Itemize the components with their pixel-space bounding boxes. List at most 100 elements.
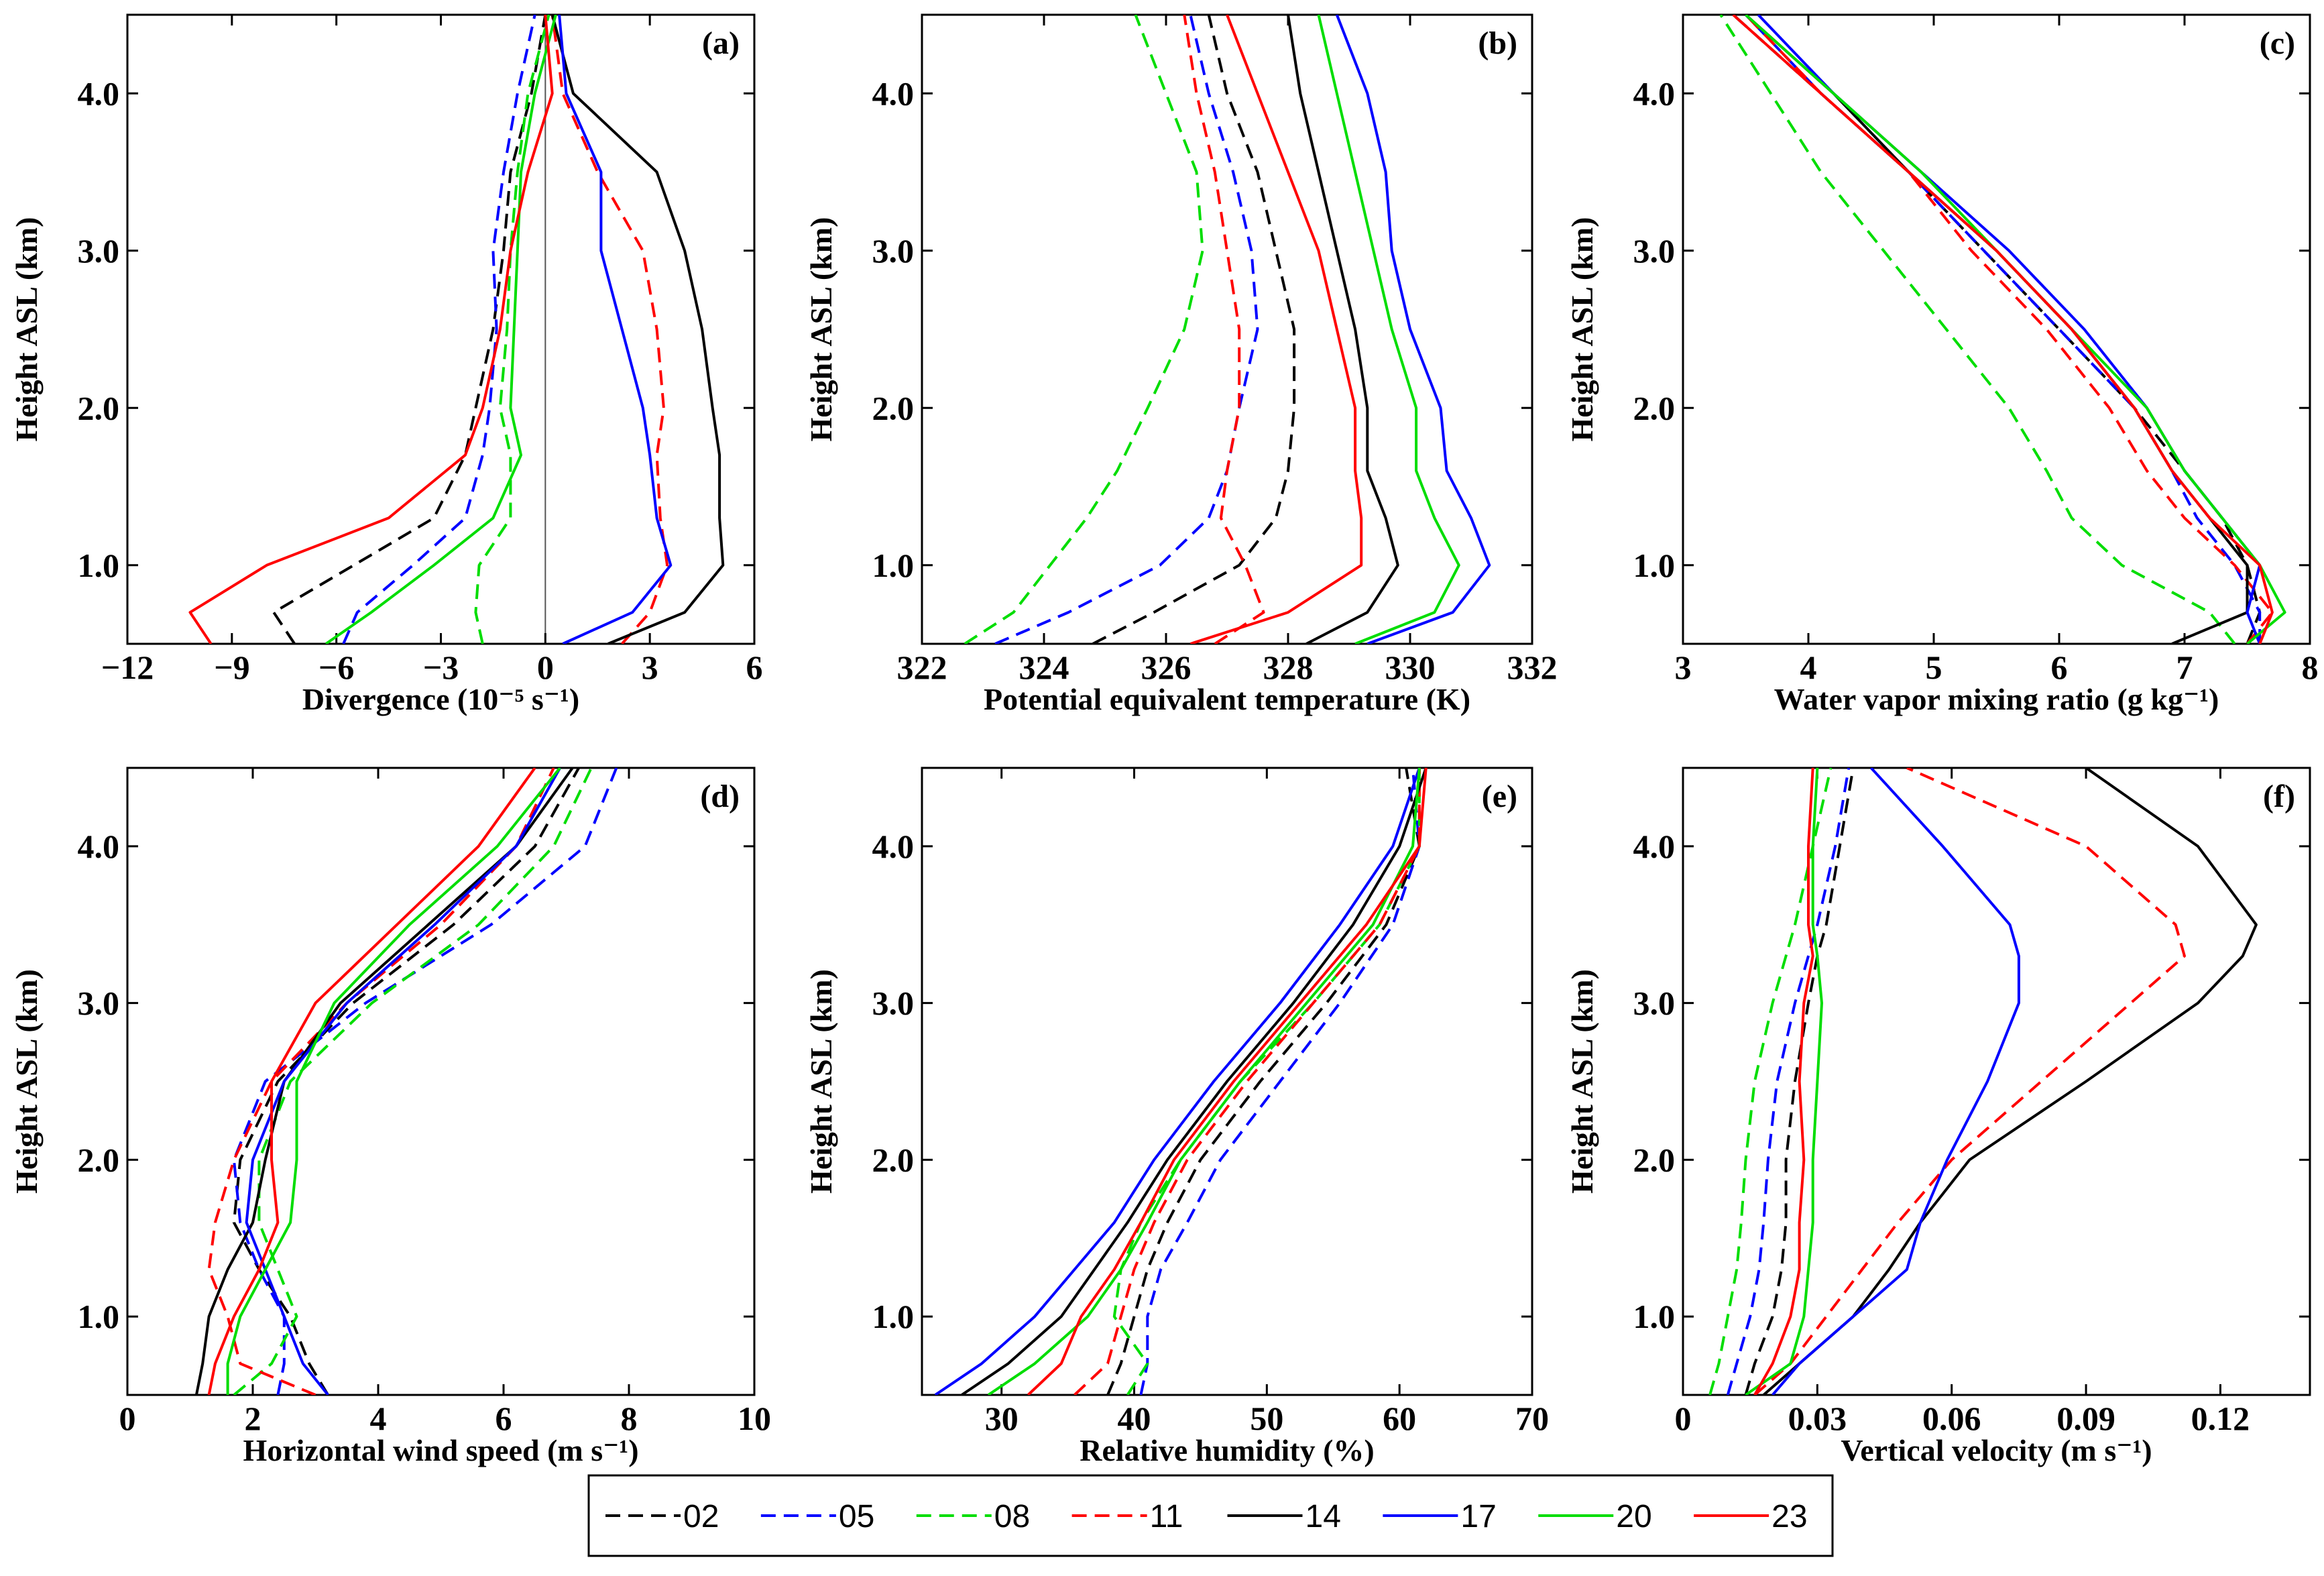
legend-label-23: 23 — [1771, 1499, 1807, 1534]
x-tick-label: 8 — [621, 1400, 638, 1437]
series-line-08 — [964, 15, 1204, 644]
panel-a: −12 −9 −6 −3 0 3 6 1.0 2.0 3.0 4.0 Divergence (10⁻⁵… — [9, 13, 763, 716]
legend-label-08: 08 — [994, 1499, 1030, 1534]
series-line-11 — [207, 768, 555, 1395]
x-axis-title: Relative humidity (%) — [1080, 1433, 1375, 1467]
series-line-08 — [1719, 15, 2236, 644]
x-tick-label: −3 — [423, 649, 459, 686]
series-line-02 — [1744, 768, 1855, 1395]
y-tick-label: 1.0 — [872, 1298, 915, 1335]
legend-label-14: 14 — [1305, 1499, 1341, 1534]
y-tick-label: 3.0 — [872, 232, 915, 270]
series-line-14 — [961, 768, 1428, 1395]
series-line-05 — [994, 15, 1259, 644]
y-tick-label: 3.0 — [1633, 984, 1676, 1022]
x-tick-label: 0.12 — [2191, 1400, 2250, 1437]
x-tick-label: 30 — [985, 1400, 1019, 1437]
panel-label: (a) — [702, 25, 740, 61]
y-tick-label: 4.0 — [1633, 828, 1676, 865]
x-tick-label: 326 — [1141, 649, 1192, 686]
x-tick-label: 0 — [537, 649, 554, 686]
series-line-02 — [1732, 15, 2262, 644]
x-tick-label: 4 — [370, 1400, 387, 1437]
series-line-05 — [1726, 768, 1851, 1395]
series-line-14 — [1287, 15, 1399, 644]
y-tick-label: 3.0 — [872, 984, 915, 1022]
series-line-17 — [934, 768, 1421, 1395]
x-tick-label: 8 — [2302, 649, 2319, 686]
plot-frame — [126, 767, 756, 1396]
x-tick-label: 2 — [245, 1400, 262, 1437]
x-tick-label: 0 — [119, 1400, 136, 1437]
series-line-05 — [1139, 768, 1421, 1395]
y-axis-title: Height ASL (km) — [9, 217, 44, 442]
y-tick-label: 4.0 — [78, 828, 120, 865]
y-tick-label: 1.0 — [872, 547, 915, 584]
x-tick-label: 0.09 — [2056, 1400, 2115, 1437]
x-tick-label: −9 — [214, 649, 250, 686]
series-line-11 — [1745, 15, 2274, 644]
y-tick-label: 2.0 — [78, 389, 120, 427]
y-tick-label: 3.0 — [78, 984, 120, 1022]
y-tick-label: 2.0 — [78, 1141, 120, 1178]
series-line-08 — [233, 768, 593, 1395]
series-line-20 — [1745, 15, 2286, 644]
plot-frame — [126, 13, 756, 645]
series-line-02 — [232, 768, 580, 1395]
y-tick-label: 3.0 — [1633, 232, 1676, 270]
x-tick-label: 0.03 — [1788, 1400, 1847, 1437]
series-line-23 — [1753, 768, 1814, 1395]
series-line-23 — [1027, 768, 1428, 1395]
y-tick-label: 4.0 — [1633, 74, 1676, 112]
series-line-17 — [245, 768, 561, 1395]
panel-b: 322 324 326 328 330 332 1.0 2.0 3.0 4.0 Potential … — [804, 13, 1558, 716]
series-line-20 — [1745, 768, 1823, 1395]
series-line-11 — [1073, 768, 1421, 1395]
legend-label-11: 11 — [1150, 1499, 1183, 1534]
series-line-17 — [1335, 15, 1491, 644]
y-axis-title: Height ASL (km) — [1565, 217, 1599, 442]
x-tick-label: 324 — [1019, 649, 1069, 686]
x-axis-title: Water vapor mixing ratio (g kg⁻¹) — [1774, 682, 2219, 716]
series-line-23 — [207, 768, 536, 1395]
x-tick-label: 330 — [1385, 649, 1436, 686]
x-tick-label: 70 — [1515, 1400, 1549, 1437]
x-axis-title: Vertical velocity (m s⁻¹) — [1841, 1433, 2152, 1467]
y-tick-label: 2.0 — [1633, 1141, 1676, 1178]
x-tick-label: −6 — [318, 649, 355, 686]
x-tick-label: 40 — [1118, 1400, 1151, 1437]
legend-label-05: 05 — [839, 1499, 874, 1534]
x-tick-label: −12 — [101, 649, 154, 686]
series-line-02 — [272, 15, 547, 644]
series-line-14 — [1745, 15, 2249, 644]
plot-frame — [1682, 13, 2311, 645]
series-line-20 — [226, 768, 561, 1395]
y-axis-title: Height ASL (km) — [1565, 969, 1599, 1194]
x-axis-title: Horizontal wind speed (m s⁻¹) — [243, 1433, 638, 1467]
x-tick-label: 328 — [1263, 649, 1314, 686]
x-tick-label: 4 — [1800, 649, 1817, 686]
series-line-20 — [1317, 15, 1460, 644]
x-tick-label: 60 — [1383, 1400, 1416, 1437]
x-tick-label: 6 — [496, 1400, 512, 1437]
x-tick-label: 10 — [738, 1400, 771, 1437]
y-axis-title: Height ASL (km) — [804, 969, 838, 1194]
panel-label: (b) — [1478, 25, 1517, 61]
series-line-05 — [1745, 15, 2262, 644]
panel-c: 3 4 5 6 7 8 1.0 2.0 3.0 4.0 Water vapor mixing rat… — [1565, 13, 2319, 716]
x-tick-label: 6 — [746, 649, 763, 686]
x-tick-label: 50 — [1250, 1400, 1283, 1437]
y-tick-label: 1.0 — [1633, 547, 1676, 584]
legend: 02 05 08 11 14 17 20 23 — [587, 1474, 1834, 1557]
y-tick-label: 1.0 — [78, 1298, 120, 1335]
x-tick-label: 6 — [2051, 649, 2068, 686]
series-line-08 — [1112, 768, 1421, 1395]
series-line-14 — [194, 768, 574, 1395]
series-line-17 — [1757, 15, 2262, 644]
series-line-20 — [987, 768, 1421, 1395]
series-line-08 — [474, 15, 550, 644]
panel-d: 0 2 4 6 8 10 1.0 2.0 3.0 4.0 Horizontal wind speed… — [9, 767, 771, 1467]
panel-label: (d) — [700, 779, 740, 814]
series-line-05 — [232, 768, 618, 1395]
